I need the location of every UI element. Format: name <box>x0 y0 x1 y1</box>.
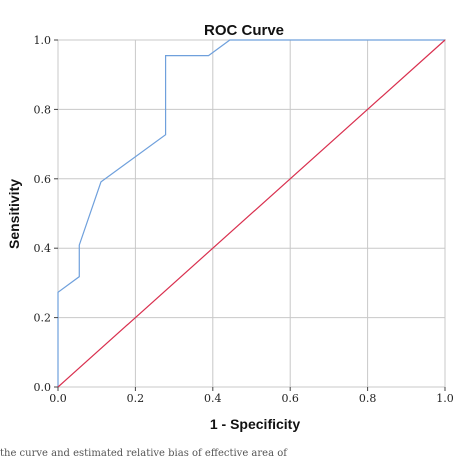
x-tick-label: 0.8 <box>359 392 377 405</box>
series-layer <box>57 39 446 388</box>
y-axis-title: Sensitivity <box>6 179 22 249</box>
footer-caption-fragment: the curve and estimated relative bias of… <box>0 448 288 458</box>
x-tick-label: 0.2 <box>127 392 145 405</box>
y-tick-label: 0.6 <box>34 173 52 186</box>
y-tick-label: 0.2 <box>34 312 52 325</box>
y-tick-label: 0.0 <box>34 381 52 394</box>
roc-curve-line <box>57 39 445 387</box>
x-tick-label: 0.0 <box>49 392 67 405</box>
x-tick-label: 0.4 <box>204 392 222 405</box>
y-tick-label: 0.4 <box>34 242 52 255</box>
reference-diagonal-line <box>57 39 446 388</box>
x-tick-label: 1.0 <box>436 392 454 405</box>
chart-title: ROC Curve <box>204 22 284 39</box>
y-tick-label: 1.0 <box>34 34 52 47</box>
x-tick-label: 0.6 <box>281 392 299 405</box>
tick-layer: 0.0 0.2 0.4 0.6 0.8 1.0 0.0 0.2 0.4 0.6 0.8 1.0 <box>34 34 454 405</box>
x-axis-title: 1 - Specificity <box>210 416 300 432</box>
y-tick-label: 0.8 <box>34 103 52 116</box>
